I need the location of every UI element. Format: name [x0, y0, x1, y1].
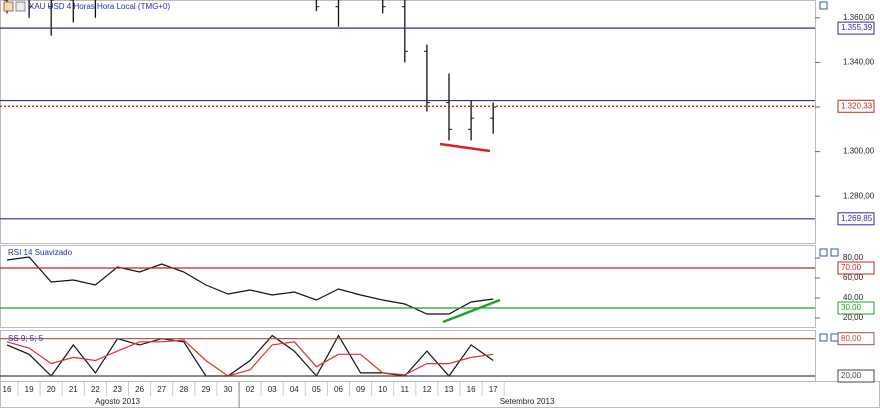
price-panel [0, 0, 816, 244]
chart-icon [3, 1, 14, 12]
x-tick-label: 30 [224, 385, 233, 394]
data-line [6, 339, 494, 377]
level-label: 20,00 [841, 371, 862, 380]
x-tick-label: 09 [356, 385, 365, 394]
x-tick-label: 20 [47, 385, 56, 394]
data-line [6, 256, 494, 315]
x-tick-label: 23 [113, 385, 122, 394]
chart-title[interactable]: XAU USD 4 Horas Hora Local (TMG+0) [29, 2, 170, 11]
data-line [6, 334, 494, 378]
level-label: 80,00 [841, 334, 862, 343]
x-tick-label: 02 [246, 385, 255, 394]
x-tick-label: 04 [290, 385, 299, 394]
x-tick-label: 28 [179, 385, 188, 394]
rsi-panel [0, 245, 816, 328]
x-tick-label: 21 [69, 385, 78, 394]
y-tick-label: 80,00 [843, 253, 864, 262]
x-tick-label: 26 [135, 385, 144, 394]
level-label: 1.320,33 [841, 101, 873, 110]
level-label-box [837, 369, 875, 383]
y-tick-label: 1.360,00 [843, 13, 875, 22]
panel-layer [6, 334, 494, 378]
level-label: 30,00 [841, 303, 862, 312]
x-tick-label: 10 [378, 385, 387, 394]
level-label-box [837, 212, 875, 226]
y-tick-label: 20,00 [843, 313, 864, 322]
y-tick-label: 1.340,00 [843, 58, 875, 67]
y-tick-label: 1.300,00 [843, 147, 875, 156]
x-tick-label: 17 [489, 385, 498, 394]
window-button[interactable] [830, 248, 839, 257]
y-tick-label: 60,00 [843, 273, 864, 282]
level-label: 1.355,39 [841, 23, 873, 32]
level-label: 70,00 [841, 263, 862, 272]
x-tick-label: 27 [157, 385, 166, 394]
level-label-box [837, 21, 875, 35]
x-tick-label: 19 [25, 385, 34, 394]
x-tick-label: 12 [422, 385, 431, 394]
window-button[interactable] [830, 333, 839, 342]
x-tick-label: 03 [268, 385, 277, 394]
x-tick-label: 05 [312, 385, 321, 394]
window-button[interactable] [819, 248, 828, 257]
chart-icon [15, 1, 26, 12]
panel-title[interactable]: RSI 14 Suavizado [8, 248, 73, 257]
level-label: 1.269,85 [841, 214, 873, 223]
level-label-box [837, 261, 875, 275]
panel-title[interactable]: SS 9; 5; 5 [8, 334, 44, 343]
panel-layer [6, 256, 494, 315]
window-button[interactable] [819, 1, 828, 10]
month-label: Setembro 2013 [500, 397, 555, 406]
month-label: Agosto 2013 [95, 397, 140, 406]
level-label-box [837, 301, 875, 315]
x-tick-label: 06 [334, 385, 343, 394]
y-tick-label: 40,00 [843, 293, 864, 302]
trend-annotation [439, 142, 491, 153]
x-tick-label: 11 [401, 385, 410, 394]
x-tick-label: 16 [467, 385, 476, 394]
x-tick-label: 16 [3, 385, 12, 394]
trend-annotation [442, 298, 501, 324]
window-button[interactable] [819, 333, 828, 342]
x-tick-label: 13 [445, 385, 454, 394]
x-tick-label: 22 [91, 385, 100, 394]
y-tick-label: 1.280,00 [843, 191, 875, 200]
level-label-box [837, 99, 875, 113]
x-tick-label: 29 [201, 385, 210, 394]
